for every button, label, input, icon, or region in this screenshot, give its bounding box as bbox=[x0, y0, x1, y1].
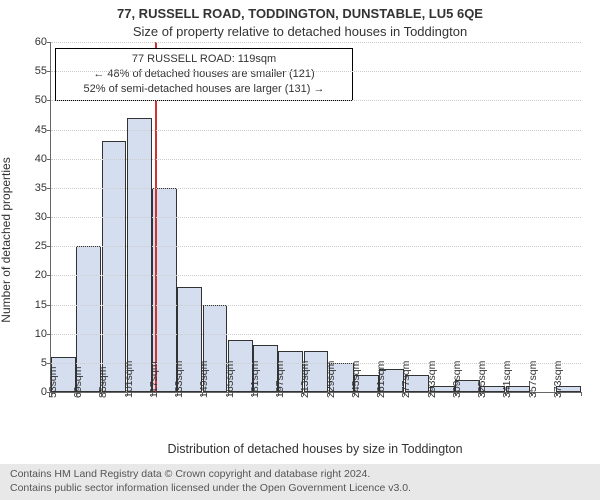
x-tick-label: 149sqm bbox=[198, 361, 210, 398]
x-tick-label: 261sqm bbox=[375, 361, 387, 398]
y-tick-label: 25 bbox=[35, 240, 51, 252]
annotation-line-2: ← 48% of detached houses are smaller (12… bbox=[64, 67, 344, 82]
footer-line-1: Contains HM Land Registry data © Crown c… bbox=[10, 468, 590, 482]
chart-subtitle: Size of property relative to detached ho… bbox=[0, 24, 600, 39]
x-tick-label: 133sqm bbox=[173, 361, 185, 398]
plot-area: 77 RUSSELL ROAD: 119sqm ← 48% of detache… bbox=[50, 42, 581, 393]
y-gridline bbox=[51, 130, 581, 131]
y-gridline bbox=[51, 217, 581, 218]
x-tick-label: 309sqm bbox=[451, 361, 463, 398]
x-tick-label: 341sqm bbox=[501, 361, 513, 398]
annotation-box: 77 RUSSELL ROAD: 119sqm ← 48% of detache… bbox=[55, 48, 353, 101]
y-axis-label: Number of detached properties bbox=[0, 157, 13, 322]
x-tick-label: 101sqm bbox=[123, 361, 135, 398]
y-gridline bbox=[51, 42, 581, 43]
x-tick-label: 197sqm bbox=[274, 361, 286, 398]
y-tick-label: 45 bbox=[35, 124, 51, 136]
footer: Contains HM Land Registry data © Crown c… bbox=[0, 464, 600, 500]
y-tick-label: 50 bbox=[35, 94, 51, 106]
chart-title-line1: 77, RUSSELL ROAD, TODDINGTON, DUNSTABLE,… bbox=[0, 6, 600, 21]
x-tick-label: 277sqm bbox=[400, 361, 412, 398]
y-gridline bbox=[51, 334, 581, 335]
x-tick-label: 165sqm bbox=[224, 361, 236, 398]
y-gridline bbox=[51, 188, 581, 189]
y-tick-label: 10 bbox=[35, 328, 51, 340]
y-tick-label: 40 bbox=[35, 153, 51, 165]
y-gridline bbox=[51, 159, 581, 160]
footer-line-2: Contains public sector information licen… bbox=[10, 482, 590, 496]
annotation-line-1: 77 RUSSELL ROAD: 119sqm bbox=[64, 52, 344, 67]
x-tick-label: 293sqm bbox=[426, 361, 438, 398]
x-tick-label: 53sqm bbox=[47, 366, 59, 398]
x-tick-label: 229sqm bbox=[325, 361, 337, 398]
x-axis-caption: Distribution of detached houses by size … bbox=[50, 442, 580, 456]
x-tick-label: 69sqm bbox=[72, 366, 84, 398]
x-tick-label: 357sqm bbox=[527, 361, 539, 398]
y-tick-label: 35 bbox=[35, 182, 51, 194]
x-tick-label: 213sqm bbox=[299, 361, 311, 398]
histogram-bar bbox=[102, 141, 127, 392]
annotation-line-3: 52% of semi-detached houses are larger (… bbox=[64, 82, 344, 97]
y-tick-label: 60 bbox=[35, 36, 51, 48]
y-gridline bbox=[51, 246, 581, 247]
y-gridline bbox=[51, 100, 581, 101]
chart-root: 77, RUSSELL ROAD, TODDINGTON, DUNSTABLE,… bbox=[0, 0, 600, 500]
x-tick bbox=[581, 392, 582, 396]
x-tick-label: 117sqm bbox=[148, 361, 160, 398]
y-gridline bbox=[51, 305, 581, 306]
x-tick-label: 181sqm bbox=[249, 361, 261, 398]
x-tick-label: 245sqm bbox=[350, 361, 362, 398]
y-gridline bbox=[51, 71, 581, 72]
y-tick-label: 20 bbox=[35, 269, 51, 281]
y-tick-label: 15 bbox=[35, 299, 51, 311]
x-tick-label: 373sqm bbox=[552, 361, 564, 398]
y-gridline bbox=[51, 275, 581, 276]
y-tick-label: 55 bbox=[35, 65, 51, 77]
x-tick-label: 325sqm bbox=[476, 361, 488, 398]
x-tick-label: 85sqm bbox=[97, 366, 109, 398]
y-tick-label: 30 bbox=[35, 211, 51, 223]
